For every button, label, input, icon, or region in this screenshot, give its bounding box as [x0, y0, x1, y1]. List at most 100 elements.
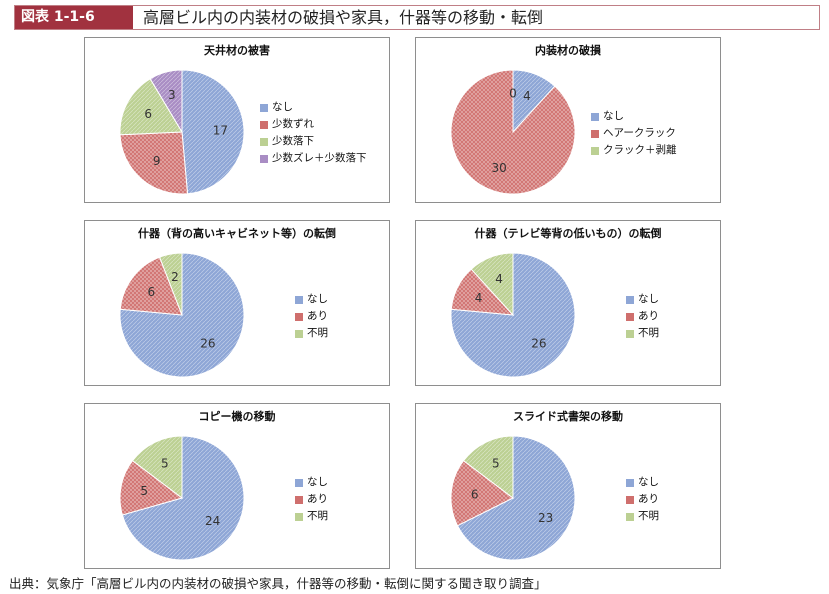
- pie-data-label: 4: [475, 291, 483, 305]
- legend-label: 不明: [638, 510, 659, 522]
- pie-data-label: 17: [213, 123, 228, 137]
- pie-data-label: 30: [491, 161, 506, 175]
- legend-swatch: [626, 478, 634, 487]
- pie-data-label: 9: [153, 154, 161, 168]
- pie-data-label: 5: [492, 457, 500, 471]
- legend-swatch: [295, 329, 303, 338]
- pie-slice: [470, 252, 514, 317]
- legend-item: 少数ズレ＋少数落下: [260, 150, 367, 167]
- chart-panel-interior-damage: 内装材の破損 4 30 0 なし ヘアークラック クラック＋剥離: [415, 37, 721, 203]
- legend-item: なし: [626, 474, 659, 491]
- legend-swatch: [626, 512, 634, 521]
- legend-label: 少数ずれ: [272, 118, 314, 130]
- chart-panel-ceiling-damage: 天井材の被害 17 9 6 3 なし 少数ずれ 少数落下 少数ズレ＋少数落下: [84, 37, 390, 203]
- chart-legend: なし あり不明: [295, 291, 328, 342]
- legend-label: あり: [638, 493, 659, 505]
- legend-label: ヘアークラック: [603, 127, 676, 139]
- legend-item: 不明: [295, 325, 328, 342]
- legend-item: 不明: [626, 508, 659, 525]
- legend-swatch: [295, 312, 303, 321]
- legend-swatch: [295, 512, 303, 521]
- legend-item: なし: [260, 99, 367, 116]
- figure-title: 高層ビル内の内装材の破損や家具，什器等の移動・転倒: [143, 8, 544, 27]
- pie-slice: [456, 435, 576, 561]
- pie-data-label: 4: [523, 89, 531, 103]
- legend-swatch: [295, 478, 303, 487]
- legend-item: ヘアークラック: [591, 125, 677, 142]
- legend-label: なし: [638, 293, 659, 305]
- pie-slice: [119, 131, 189, 195]
- legend-swatch: [626, 495, 634, 504]
- pie-data-label: 24: [205, 514, 220, 528]
- pie-data-label: 6: [471, 487, 479, 501]
- legend-swatch: [295, 495, 303, 504]
- legend-swatch: [591, 112, 599, 121]
- legend-item: クラック＋剥離: [591, 142, 677, 159]
- pie-data-label: 26: [200, 336, 215, 350]
- pie-slice: [131, 435, 183, 500]
- pie-chart: 24 55: [119, 435, 245, 561]
- legend-swatch: [626, 329, 634, 338]
- pie-slice: [119, 459, 184, 516]
- chart-legend: なし あり 不明: [626, 291, 659, 342]
- legend-swatch: [295, 295, 303, 304]
- source-note: 出典：気象庁「高層ビル内の内装材の破損や家具，什器等の移動・転倒に関する聞き取り…: [9, 576, 547, 591]
- pie-slice: [450, 69, 576, 195]
- legend-item: なし: [295, 474, 328, 491]
- pie-data-label: 3: [168, 88, 176, 102]
- chart-title: スライド式書架の移動: [513, 410, 623, 423]
- legend-item: 少数ずれ: [260, 116, 367, 133]
- pie-data-label: 26: [531, 336, 546, 350]
- legend-item: 不明: [626, 325, 659, 342]
- legend-swatch: [260, 137, 268, 146]
- legend-label: あり: [307, 493, 328, 505]
- pie-slice: [119, 256, 183, 316]
- legend-item: あり: [626, 308, 659, 325]
- legend-label: なし: [272, 101, 293, 113]
- legend-label: 少数落下: [272, 135, 314, 147]
- legend-swatch: [260, 103, 268, 112]
- chart-title: 天井材の被害: [204, 44, 270, 57]
- legend-item: あり: [295, 491, 328, 508]
- pie-data-label: 5: [161, 457, 169, 471]
- pie-slice: [181, 69, 245, 195]
- pie-data-label: 0: [509, 87, 517, 101]
- pie-slice: [149, 69, 183, 134]
- chart-panel-tall-furniture-toppling: 什器（背の高いキャビネット等）の転倒 26 6 2 なし あり 不明: [84, 220, 390, 386]
- legend-label: 不明: [638, 327, 659, 339]
- figure-header: 図表 1-1-6 高層ビル内の内装材の破損や家具，什器等の移動・転倒: [14, 5, 820, 30]
- pie-chart: 17 9 6 3: [119, 69, 245, 195]
- chart-panel-copier-movement: コピー機の移動 24 5 5 なし あり 不明: [84, 403, 390, 569]
- legend-swatch: [260, 120, 268, 129]
- pie-data-label: 23: [538, 511, 553, 525]
- chart-title: 什器（テレビ等背の低いもの）の転倒: [474, 227, 662, 240]
- legend-swatch: [591, 129, 599, 138]
- pie-slice: [119, 78, 183, 136]
- legend-item: 不明: [295, 508, 328, 525]
- chart-title: 内装材の破損: [535, 44, 601, 57]
- legend-label: なし: [307, 476, 328, 488]
- chart-legend: なしあり不明: [295, 474, 328, 525]
- pie-data-label: 6: [148, 285, 156, 299]
- legend-swatch: [626, 295, 634, 304]
- pie-data-label: 4: [495, 272, 503, 286]
- legend-label: クラック＋剥離: [603, 144, 677, 156]
- pie-slice: [462, 435, 514, 500]
- pie-chart: 26 6 2: [119, 252, 245, 378]
- pie-slice: [158, 252, 183, 316]
- pie-chart: 23 6 5: [450, 435, 576, 561]
- legend-label: 少数ズレ＋少数落下: [272, 152, 367, 164]
- pie-chart: 4 30 0: [450, 69, 576, 195]
- chart-legend: なし少数ずれ少数落下少数ズレ＋少数落下: [260, 99, 367, 167]
- pie-slice: [121, 435, 245, 561]
- legend-item: なし: [295, 291, 328, 308]
- chart-title: コピー機の移動: [198, 410, 276, 423]
- chart-panel-sliding-shelf-movement: スライド式書架の移動 23 6 5 なしあり不明: [415, 403, 721, 569]
- chart-title: 什器（背の高いキャビネット等）の転倒: [138, 227, 336, 240]
- chart-panel-low-furniture-toppling: 什器（テレビ等背の低いもの）の転倒 26 4 4 なしあり不明: [415, 220, 721, 386]
- pie-slice: [450, 459, 514, 527]
- legend-label: あり: [638, 310, 659, 322]
- legend-label: 不明: [307, 327, 328, 339]
- legend-item: あり: [295, 308, 328, 325]
- legend-item: あり: [626, 491, 659, 508]
